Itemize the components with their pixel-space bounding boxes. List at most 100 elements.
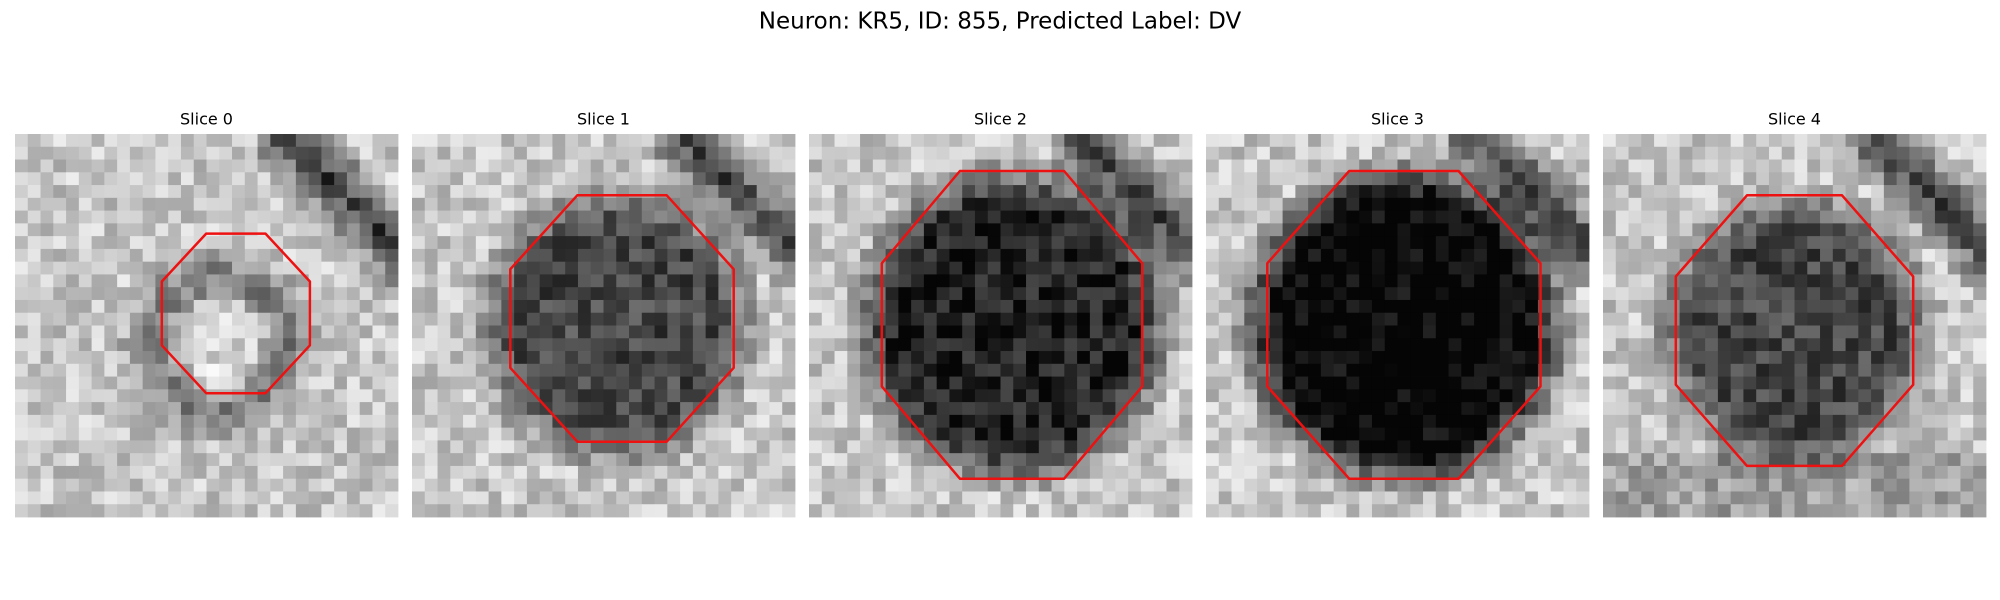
pixel (295, 389, 310, 403)
pixel (1013, 210, 1027, 224)
pixel (552, 504, 566, 518)
pixel (53, 363, 67, 377)
pixel (577, 287, 592, 301)
pixel (117, 146, 131, 160)
pixel (552, 261, 566, 275)
pixel (244, 146, 258, 160)
pixel (155, 159, 169, 173)
pixel (1308, 236, 1322, 250)
pixel (206, 453, 220, 467)
pixel (1628, 478, 1642, 492)
pixel (1768, 440, 1783, 454)
pixel (809, 172, 823, 186)
pixel (1231, 402, 1245, 416)
pixel (295, 427, 310, 441)
pixel (1435, 440, 1449, 454)
pixel (1140, 376, 1155, 390)
pixel (1282, 414, 1296, 429)
pixel (321, 338, 335, 352)
pixel (1768, 351, 1783, 365)
pixel (206, 389, 220, 403)
pixel (1807, 465, 1821, 480)
pixel (1781, 325, 1795, 339)
pixel (1550, 274, 1564, 288)
pixel (372, 172, 386, 186)
pixel (104, 134, 118, 148)
pixel (1410, 389, 1424, 403)
pixel (359, 414, 373, 429)
pixel (552, 389, 566, 403)
pixel (654, 465, 668, 480)
pixel (885, 146, 899, 160)
pixel (1140, 312, 1155, 326)
pixel (1705, 465, 1719, 480)
pixel (1384, 414, 1398, 429)
pixel (923, 274, 938, 288)
pixel (885, 414, 899, 429)
pixel (1153, 504, 1167, 518)
pixel (1333, 440, 1347, 454)
pixel (565, 376, 579, 390)
pixel (1166, 210, 1180, 224)
pixel (782, 440, 796, 454)
pixel (1845, 159, 1859, 173)
pixel (1435, 351, 1449, 365)
pixel (847, 453, 861, 467)
pixel (193, 389, 207, 403)
pixel (1384, 453, 1398, 467)
pixel (834, 236, 848, 250)
pixel (692, 185, 707, 199)
pixel (1781, 223, 1795, 237)
pixel (1128, 427, 1142, 441)
pixel (142, 402, 156, 416)
pixel (488, 363, 502, 377)
pixel (705, 172, 719, 186)
pixel (526, 491, 541, 505)
pixel (1909, 351, 1923, 365)
pixel (1333, 427, 1347, 441)
pixel (1089, 351, 1104, 365)
pixel (1922, 325, 1936, 339)
pixel (590, 159, 604, 173)
pixel (718, 172, 732, 186)
pixel (1641, 248, 1655, 263)
pixel (1896, 504, 1910, 518)
pixel (756, 338, 770, 352)
pixel (475, 146, 489, 160)
pixel (334, 197, 348, 211)
pixel (1333, 146, 1347, 160)
pixel (450, 465, 464, 480)
pixel (219, 504, 233, 518)
pixel (1730, 453, 1744, 467)
pixel (40, 185, 54, 199)
pixel (308, 261, 322, 275)
pixel (898, 427, 912, 441)
pixel (1102, 414, 1116, 429)
pixel (27, 491, 41, 505)
pixel (53, 491, 67, 505)
pixel (244, 504, 258, 518)
pixel (488, 389, 502, 403)
pixel (987, 491, 1001, 505)
pixel (565, 325, 579, 339)
pixel (603, 287, 617, 301)
pixel (705, 210, 719, 224)
pixel (40, 402, 54, 416)
pixel (501, 248, 515, 263)
pixel (1654, 504, 1668, 518)
pixel (1448, 427, 1462, 441)
pixel (1576, 134, 1590, 148)
pixel (987, 389, 1001, 403)
pixel (168, 325, 182, 339)
pixel (756, 312, 770, 326)
pixel (91, 146, 105, 160)
pixel (860, 248, 874, 263)
pixel (359, 159, 373, 173)
pixel (1807, 248, 1821, 263)
pixel (641, 504, 655, 518)
pixel (1603, 389, 1617, 403)
pixel (1922, 414, 1936, 429)
pixel (769, 236, 783, 250)
pixel (1499, 274, 1513, 288)
pixel (987, 172, 1001, 186)
